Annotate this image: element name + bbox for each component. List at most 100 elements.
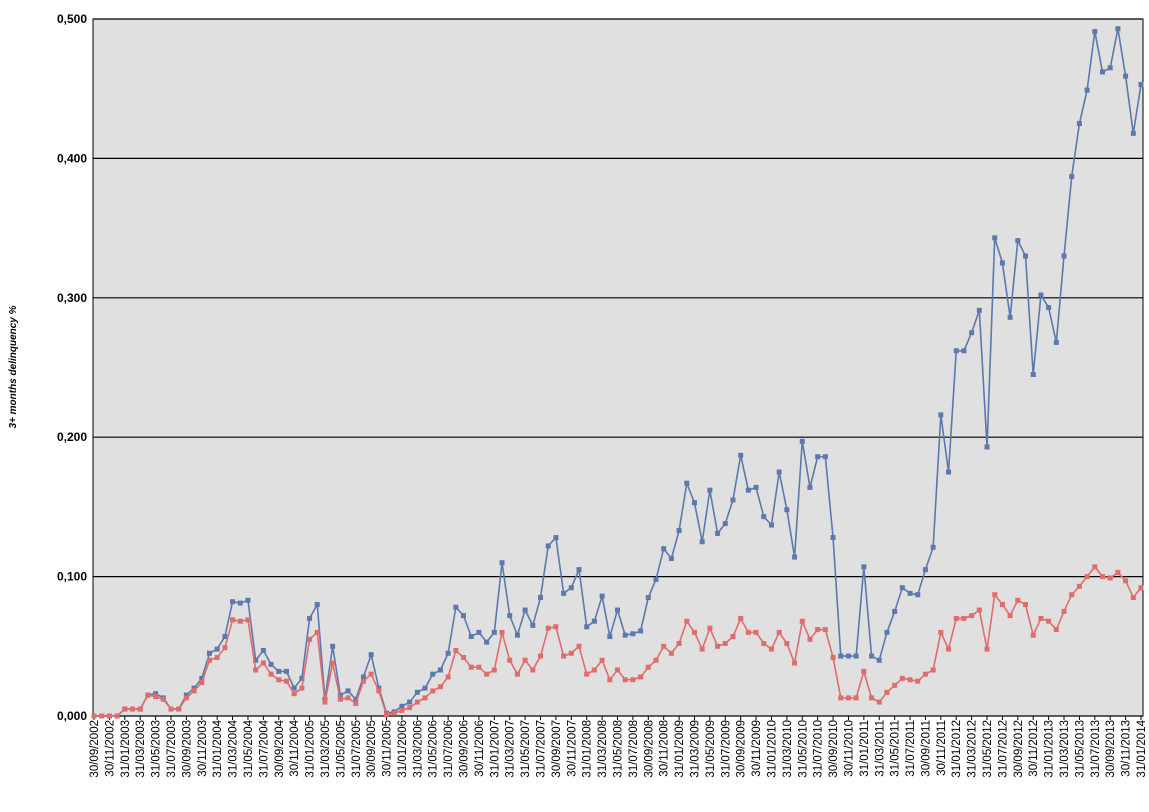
x-tick-label: 31/05/2012	[982, 720, 994, 778]
x-tick-label: 31/03/2006	[412, 720, 424, 778]
marker	[1115, 569, 1121, 575]
marker	[222, 634, 228, 640]
marker	[191, 688, 197, 694]
x-tick-label: 31/03/2004	[228, 719, 240, 777]
marker	[222, 645, 228, 651]
marker	[738, 615, 744, 621]
y-tick-label: 0,400	[57, 151, 87, 165]
marker	[684, 618, 690, 624]
marker	[953, 348, 959, 354]
x-tick-label: 31/03/2005	[320, 720, 332, 778]
marker	[676, 641, 682, 647]
marker	[99, 713, 105, 719]
marker	[307, 615, 313, 621]
marker	[922, 567, 928, 573]
marker	[922, 671, 928, 677]
marker	[1100, 574, 1106, 580]
marker	[830, 535, 836, 541]
marker	[1076, 121, 1082, 127]
x-tick-label: 31/07/2012	[997, 720, 1009, 778]
marker	[129, 706, 135, 712]
marker	[430, 688, 436, 694]
marker	[961, 348, 967, 354]
marker	[845, 653, 851, 659]
marker	[961, 615, 967, 621]
marker	[484, 639, 490, 645]
marker	[230, 617, 236, 623]
marker	[792, 660, 798, 666]
x-tick-label: 31/05/2007	[520, 720, 532, 778]
x-tick-label: 30/11/2010	[843, 720, 855, 777]
x-tick-label: 30/11/2011	[936, 720, 948, 776]
marker	[399, 703, 405, 709]
marker	[368, 671, 374, 677]
marker	[622, 677, 628, 683]
marker	[153, 693, 159, 699]
marker	[1038, 292, 1044, 298]
x-tick-label: 31/05/2009	[705, 720, 717, 778]
x-tick-label: 30/09/2006	[459, 720, 471, 778]
marker	[730, 634, 736, 640]
marker	[722, 521, 728, 527]
marker	[245, 617, 251, 623]
marker	[768, 646, 774, 652]
y-tick-label: 0,200	[57, 430, 87, 444]
marker	[892, 608, 898, 614]
x-tick-label: 31/07/2007	[536, 720, 548, 778]
marker	[422, 685, 428, 691]
marker	[946, 646, 952, 652]
marker	[530, 667, 536, 673]
marker	[430, 671, 436, 677]
marker	[568, 650, 574, 656]
marker	[653, 657, 659, 663]
x-tick-label: 30/11/2007	[566, 720, 578, 777]
x-tick-label: 31/03/2012	[967, 720, 979, 778]
marker	[707, 487, 713, 493]
marker	[984, 444, 990, 450]
marker	[915, 592, 921, 598]
marker	[530, 622, 536, 628]
marker	[376, 685, 382, 691]
marker	[499, 629, 505, 635]
marker	[476, 664, 482, 670]
marker	[1107, 575, 1113, 581]
marker	[453, 647, 459, 653]
marker	[638, 674, 644, 680]
x-tick-label: 31/05/2003	[151, 720, 163, 778]
marker	[330, 660, 336, 666]
marker	[314, 629, 320, 635]
marker	[360, 678, 366, 684]
marker	[799, 438, 805, 444]
marker	[784, 641, 790, 647]
x-tick-label: 31/03/2013	[1059, 720, 1071, 778]
marker	[545, 543, 551, 549]
marker	[268, 661, 274, 667]
marker	[876, 657, 882, 663]
marker	[337, 696, 343, 702]
marker	[1100, 69, 1106, 75]
marker	[414, 699, 420, 705]
x-tick-label: 30/09/2010	[828, 720, 840, 778]
marker	[1046, 305, 1052, 311]
marker	[938, 629, 944, 635]
x-tick-label: 31/05/2006	[428, 720, 440, 778]
marker	[807, 484, 813, 490]
marker	[468, 634, 474, 640]
marker	[499, 560, 505, 566]
marker	[368, 652, 374, 658]
marker	[576, 567, 582, 573]
x-tick-label: 30/11/2009	[751, 720, 763, 777]
marker	[645, 664, 651, 670]
marker	[538, 595, 544, 601]
marker	[507, 613, 513, 619]
marker	[237, 600, 243, 606]
marker	[815, 627, 821, 633]
marker	[1076, 583, 1082, 589]
x-tick-label: 31/07/2004	[258, 719, 270, 777]
marker	[114, 713, 120, 719]
x-tick-label: 30/11/2005	[382, 720, 394, 777]
y-tick-label: 0,100	[57, 570, 87, 584]
x-tick-label: 31/03/2008	[597, 720, 609, 778]
marker	[561, 590, 567, 596]
